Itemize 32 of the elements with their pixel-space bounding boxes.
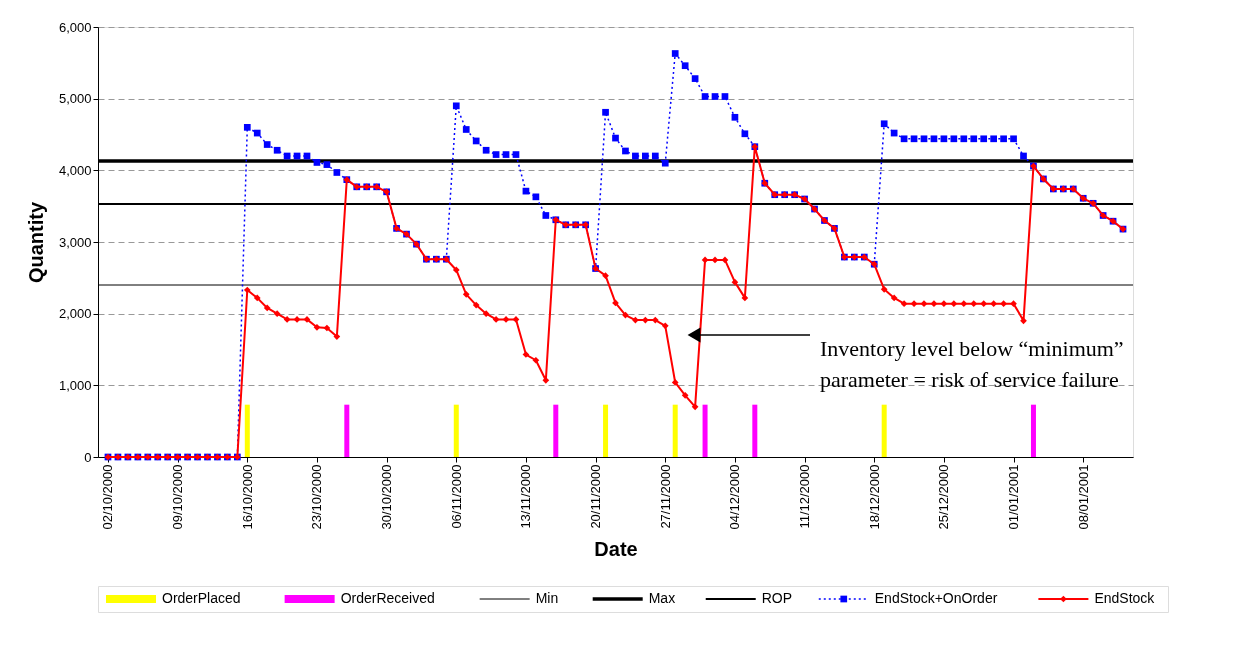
y-tick-label: 5,000 — [58, 91, 92, 107]
legend-label: Max — [648, 590, 676, 606]
y-tick-label: 0 — [84, 449, 92, 465]
x-tick-label: 27/11/2000 — [657, 464, 673, 529]
y-tick-label: 4,000 — [58, 162, 92, 178]
x-tick-label: 06/11/2000 — [448, 464, 464, 529]
x-tick-label: 09/10/2000 — [170, 464, 186, 530]
legend-label: OrderPlaced — [162, 590, 241, 606]
x-tick-label: 02/10/2000 — [100, 464, 116, 530]
legend-label: ROP — [761, 590, 793, 606]
legend-label: OrderReceived — [340, 590, 435, 606]
annotation: Inventory level below “minimum” parameter = risk of service failure — [820, 336, 1124, 392]
x-tick-label: 13/11/2000 — [518, 464, 534, 529]
y-axis-title: Quantity — [24, 201, 47, 284]
x-tick-label: 01/01/2001 — [1006, 464, 1022, 530]
x-tick-label: 08/01/2001 — [1075, 464, 1091, 530]
x-tick-label: 11/12/2000 — [797, 464, 813, 529]
legend-label: EndStock — [1094, 590, 1156, 606]
x-tick-label: 25/12/2000 — [936, 464, 952, 530]
y-tick-label: 6,000 — [58, 19, 92, 35]
legend-label: EndStock+OnOrder — [874, 590, 998, 606]
x-tick-label: 20/11/2000 — [588, 464, 604, 529]
y-tick-label: 1,000 — [58, 377, 92, 393]
legend-label: Min — [535, 590, 559, 606]
x-tick-label: 18/12/2000 — [866, 464, 882, 530]
y-tick-label: 3,000 — [58, 234, 92, 250]
y-tick-label: 2,000 — [58, 306, 92, 322]
x-axis-title: Date — [594, 537, 638, 560]
x-tick-label: 30/10/2000 — [379, 464, 395, 530]
x-tick-label: 23/10/2000 — [309, 464, 325, 530]
x-tick-label: 16/10/2000 — [239, 464, 255, 530]
x-tick-label: 04/12/2000 — [727, 464, 743, 530]
